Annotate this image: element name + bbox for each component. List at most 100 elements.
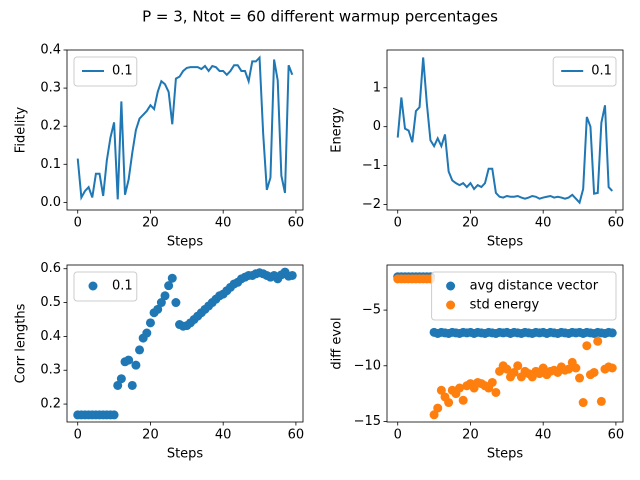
data-point [458,395,468,405]
data-point [578,398,588,408]
data-point [287,270,297,280]
y-tick-label: 0.5 [40,295,61,310]
subplot: 0 20 40 60 −15 −10 −5 Steps diff evol avg distanc… [330,264,625,462]
data-point [167,273,177,283]
x-axis-label: Steps [487,447,524,462]
y-axis-label: Corr lengths [14,303,29,383]
data-point [607,328,617,338]
data-point [116,374,126,384]
data-point [156,298,166,308]
data-point [607,363,617,373]
x-tick-label: 60 [608,428,625,443]
legend-box [431,271,617,321]
legend-handle [446,281,456,291]
x-tick-label: 60 [288,428,305,443]
plot-area [76,55,294,201]
data-point [113,380,123,390]
data-point [589,367,599,377]
plot-area [396,57,614,205]
y-tick-label: 0.4 [40,329,61,344]
plot-area [393,272,617,420]
y-tick-label: 1 [373,80,381,95]
x-tick-label: 40 [215,428,232,443]
legend-label: avg distance vector [470,279,599,294]
data-point [564,364,574,374]
plot-area [73,267,297,420]
data-point [593,336,603,346]
legend-handle [88,281,98,291]
data-point [131,360,141,370]
x-tick-label: 20 [142,216,159,231]
data-point [429,410,439,420]
data-point [596,396,606,406]
x-tick-label: 40 [535,216,552,231]
y-tick-label: 0 [373,119,381,134]
legend: avg distance vector std energy [431,271,617,321]
data-point [509,367,519,377]
data-point [582,341,592,351]
data-point [571,363,581,373]
y-axis-label: Energy [330,107,345,153]
y-tick-label: 0.3 [40,81,61,96]
y-tick-label: 0.4 [40,43,61,58]
legend: 0.1 [73,271,138,302]
data-point [124,355,134,365]
legend-box [552,56,617,87]
data-line [396,57,614,205]
data-point [513,361,523,371]
legend: 0.1 [73,56,138,87]
data-point [436,385,446,395]
data-point [160,291,170,301]
legend-box [73,271,138,302]
x-tick-label: 0 [74,428,82,443]
x-tick-label: 60 [608,216,625,231]
subplot: 0 20 40 60 −2 −1 0 1 Steps Energy 0.1 [330,49,625,250]
legend-label: 0.1 [591,64,612,79]
data-point [171,298,181,308]
data-point [502,364,512,374]
x-tick-label: 0 [394,216,402,231]
data-point [491,387,501,397]
y-tick-label: 0.0 [40,195,61,210]
data-line [76,55,294,201]
legend-handle [446,300,456,310]
y-axis-label: diff evol [330,317,345,369]
legend-box [73,56,138,87]
x-tick-label: 0 [394,428,402,443]
y-tick-label: −2 [362,197,381,212]
x-tick-label: 20 [462,216,479,231]
data-point [487,377,497,387]
y-axis-label: Fidelity [14,106,29,153]
data-point [455,383,465,393]
data-point [145,318,155,328]
axes-frame [66,264,304,423]
y-tick-label: −15 [354,414,381,429]
data-point [109,410,119,420]
legend: 0.1 [552,56,617,87]
y-tick-label: 0.1 [40,157,61,172]
subplot: 0 20 40 60 0.0 0.1 0.2 0.3 0.4 Steps Fidelity 0.1 [14,43,305,250]
legend-label: std energy [470,298,540,313]
data-point [127,380,137,390]
data-point [538,363,548,373]
x-tick-label: 40 [535,428,552,443]
axes-frame [386,49,624,211]
x-tick-label: 20 [142,428,159,443]
y-tick-label: 0.2 [40,119,61,134]
x-axis-label: Steps [167,447,204,462]
legend-label: 0.1 [112,64,133,79]
y-tick-label: 0.6 [40,261,61,276]
data-point [153,304,163,314]
axes-frame [386,264,624,423]
y-tick-label: −1 [362,158,381,173]
x-tick-label: 20 [462,428,479,443]
y-tick-label: 0.2 [40,397,61,412]
data-point [433,403,443,413]
data-point [135,345,145,355]
data-point [164,281,174,291]
x-tick-label: 0 [74,216,82,231]
data-point [444,398,454,408]
figure-title: P = 3, Ntot = 60 different warmup percen… [142,8,498,26]
x-axis-label: Steps [167,235,204,250]
